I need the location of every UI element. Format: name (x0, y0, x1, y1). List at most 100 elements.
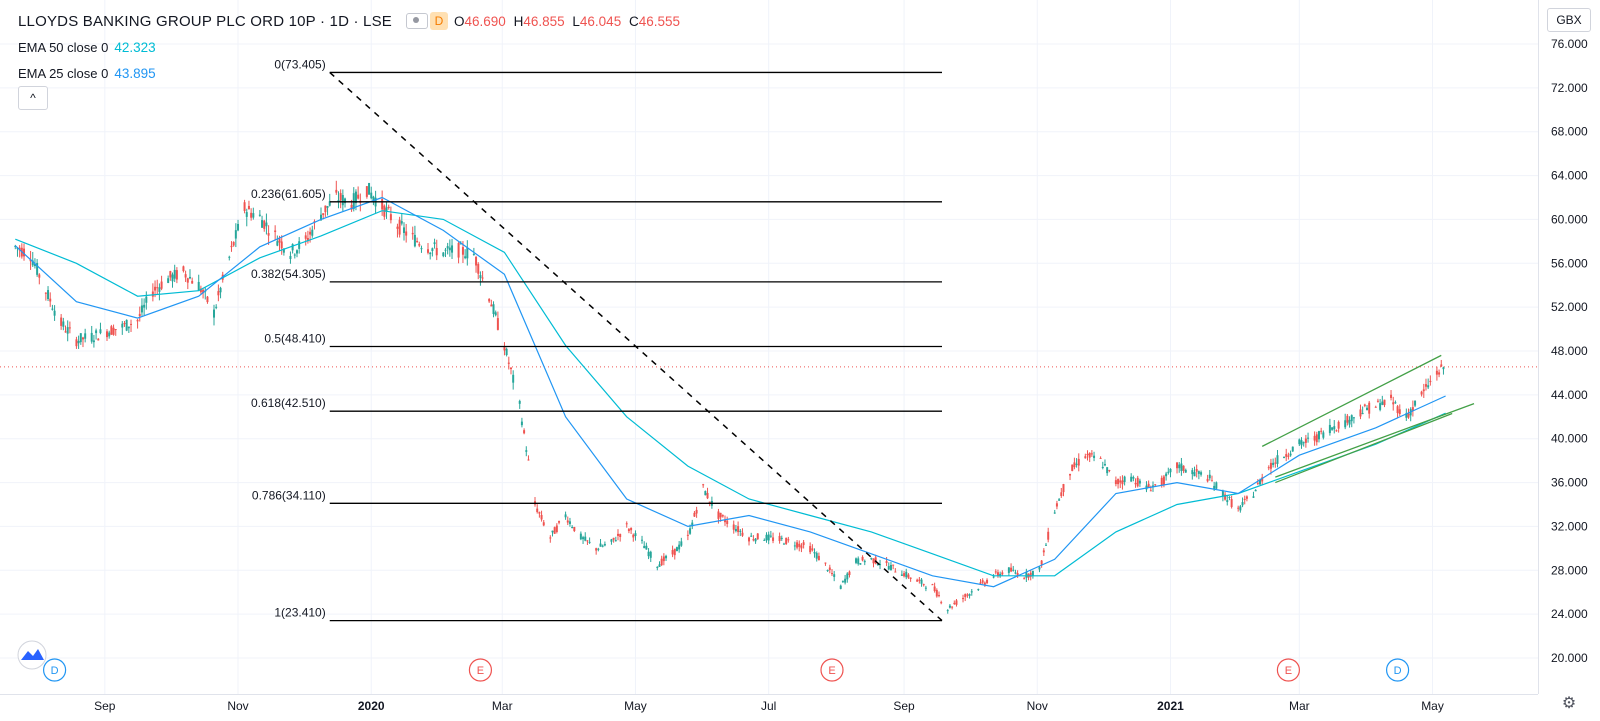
candle-body (996, 572, 999, 576)
candle-body (79, 333, 82, 343)
candle-body (199, 288, 202, 293)
indicator-ema25[interactable]: EMA 25 close 0 43.895 (18, 60, 680, 86)
candle-body (1162, 476, 1165, 485)
candle-body (558, 521, 561, 523)
candle-body (503, 346, 506, 351)
collapse-legend-button[interactable]: ^ (18, 86, 48, 110)
candle-body (1086, 453, 1089, 456)
candle-body (280, 241, 283, 249)
candle-body (861, 556, 864, 561)
candle-body (673, 548, 676, 556)
candle-body (1317, 431, 1320, 440)
time-axis[interactable]: Sep Nov 2020 Mar May Jul Sep Nov 2021 Mar May (0, 694, 1538, 716)
candle-body (354, 191, 357, 204)
price-tick-label: 64.000 (1551, 169, 1588, 183)
candle-body (171, 274, 174, 282)
candle-body (106, 331, 109, 338)
candle-body (372, 196, 375, 201)
eye-icon[interactable] (406, 13, 428, 29)
candle-body (309, 231, 312, 235)
candle-body (1152, 485, 1155, 487)
candle-body (1069, 474, 1072, 476)
candle-body (418, 243, 421, 246)
candle-body (33, 264, 36, 267)
candle-body (1154, 484, 1157, 486)
candle-body (1213, 485, 1216, 489)
price-tick-label: 40.000 (1551, 432, 1588, 446)
candle-body (60, 317, 63, 326)
candle-body (518, 400, 521, 404)
candle-body (754, 538, 757, 542)
candle-body (243, 202, 246, 211)
candle-body (505, 348, 508, 356)
candle-body (1121, 480, 1124, 485)
candle-body (1381, 401, 1384, 405)
time-tick-label: Jul (761, 699, 776, 713)
low-label: L (572, 13, 580, 29)
fib-level-label: 0.618(42.510) (251, 396, 326, 410)
candle-body (341, 195, 344, 206)
candle-body (979, 582, 982, 584)
candle-body (123, 323, 126, 325)
ema25-label[interactable]: EMA 25 close 0 (18, 65, 109, 81)
candle-body (167, 278, 170, 283)
candle-body (553, 527, 556, 534)
event-marker-earnings (468, 658, 493, 682)
candle-body (724, 520, 726, 523)
price-axis[interactable]: 20.000 24.000 28.000 32.000 36.000 40.000 44.0… (1538, 0, 1600, 694)
candle-body (962, 598, 965, 600)
currency-button[interactable]: GBX (1547, 8, 1591, 32)
candle-body (1304, 438, 1307, 443)
indicator-ema50[interactable]: EMA 50 close 0 42.323 (18, 34, 680, 60)
candle-body (1313, 435, 1316, 441)
candle-body (1352, 417, 1355, 419)
candle-body (188, 276, 191, 279)
chart-area[interactable]: 0(73.405) 0.236(61.605) 0.382(54.305) 0.5(4… (0, 0, 1538, 694)
candle-body (381, 199, 384, 210)
candle-body (826, 570, 829, 572)
fib-level-label: 0.5(48.410) (264, 332, 325, 346)
candle-body (1117, 479, 1120, 485)
channel-line-lower (1275, 403, 1475, 478)
candle-body (1055, 503, 1058, 507)
event-marker-label: E (828, 665, 835, 677)
candle-body (1090, 453, 1093, 455)
candle-body (477, 263, 480, 274)
candle-body (1276, 455, 1279, 464)
candle-body (907, 574, 910, 578)
price-chart[interactable]: 0(73.405) 0.236(61.605) 0.382(54.305) 0.5(4… (0, 0, 1538, 694)
candle-body (494, 312, 497, 316)
candle-body (1184, 469, 1187, 473)
candle-body (1337, 421, 1340, 429)
candle-body (1226, 500, 1229, 503)
symbol-title[interactable]: LLOYDS BANKING GROUP PLC ORD 10P · 1D · … (18, 12, 392, 30)
candle-body (1221, 490, 1224, 497)
currency-badge[interactable]: D (430, 12, 448, 30)
candle-body (1322, 432, 1325, 438)
candle-body (1119, 480, 1122, 483)
candle-body (763, 539, 766, 541)
candle-body (1424, 384, 1427, 387)
candle-body (173, 269, 176, 279)
candle-body (647, 551, 650, 557)
candle-body (839, 585, 842, 589)
candle-body (1374, 406, 1377, 408)
gear-icon[interactable]: ⚙ (1561, 695, 1577, 712)
candle-body (31, 260, 34, 266)
candle-body (708, 501, 711, 503)
candle-body (1289, 453, 1292, 456)
candle-body (1239, 506, 1242, 511)
candle-body (846, 573, 849, 580)
candle-body (509, 367, 512, 370)
ema50-label[interactable]: EMA 50 close 0 (18, 39, 109, 55)
candle-body (953, 602, 956, 604)
symbol-row[interactable]: LLOYDS BANKING GROUP PLC ORD 10P · 1D · … (18, 8, 680, 34)
candle-body (457, 242, 460, 258)
candle-body (160, 281, 163, 289)
candle-body (933, 586, 936, 592)
price-tick-label: 28.000 (1551, 563, 1588, 577)
candle-body (1014, 572, 1017, 574)
candle-body (986, 579, 989, 584)
candle-body (752, 539, 755, 541)
channel-line-mid (1275, 412, 1453, 484)
